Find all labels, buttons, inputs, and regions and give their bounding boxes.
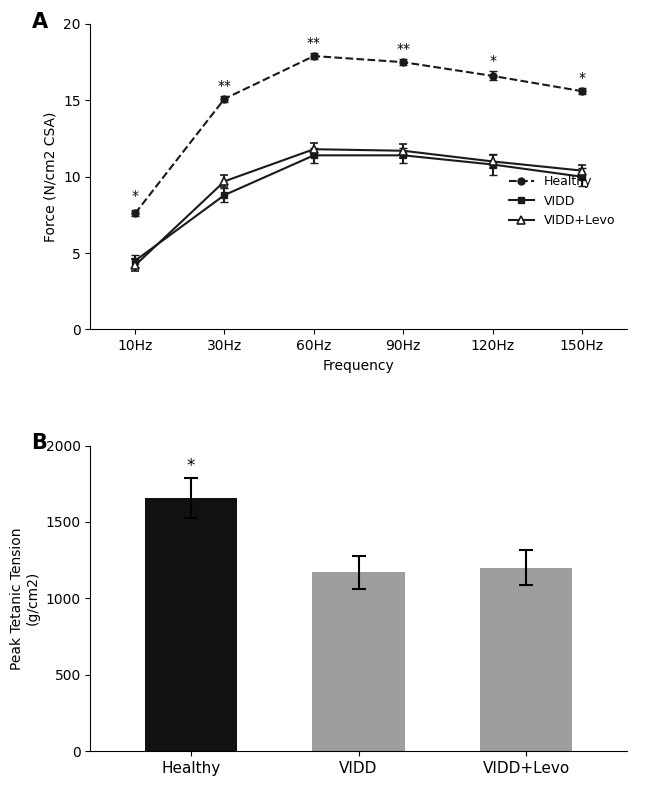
Text: *: * (578, 71, 585, 85)
Bar (313, 572, 404, 751)
Text: *: * (187, 456, 195, 475)
Bar (480, 568, 572, 751)
Text: **: ** (307, 36, 321, 50)
Text: *: * (489, 54, 496, 68)
X-axis label: Frequency: Frequency (322, 359, 395, 373)
Text: *: * (132, 189, 139, 203)
Text: **: ** (396, 42, 410, 56)
Text: A: A (32, 12, 48, 32)
Text: B: B (32, 433, 47, 453)
Y-axis label: Peak Tetanic Tension
(g/cm2): Peak Tetanic Tension (g/cm2) (10, 527, 40, 670)
Y-axis label: Force (N/cm2 CSA): Force (N/cm2 CSA) (43, 112, 57, 242)
Text: **: ** (218, 79, 231, 93)
Bar (145, 499, 237, 751)
Legend: Healthy, VIDD, VIDD+Levo: Healthy, VIDD, VIDD+Levo (504, 170, 620, 232)
